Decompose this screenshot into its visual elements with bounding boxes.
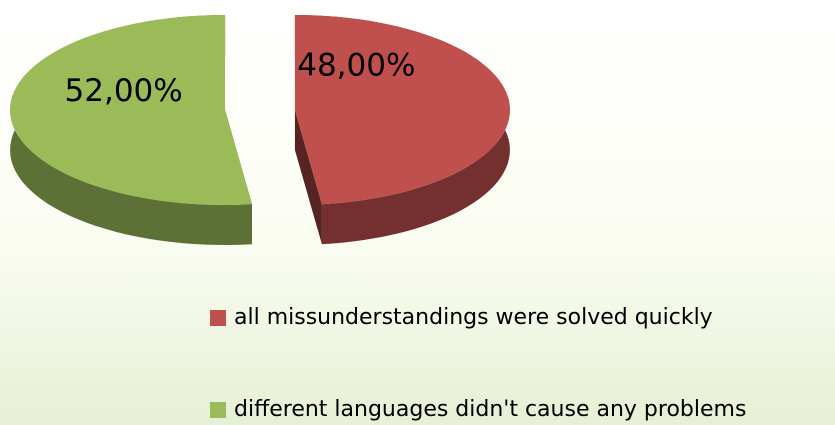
pie-slice [294, 15, 510, 205]
legend-label: all missunderstandings were solved quick… [234, 305, 713, 330]
data-label: 52,00% [65, 73, 183, 109]
legend-swatch [210, 310, 226, 326]
data-label: 48,00% [297, 48, 415, 84]
legend-swatch [210, 402, 226, 418]
legend-label: different languages didn't cause any pro… [234, 397, 746, 422]
slice-side [294, 110, 322, 245]
pie-slice [10, 15, 252, 205]
